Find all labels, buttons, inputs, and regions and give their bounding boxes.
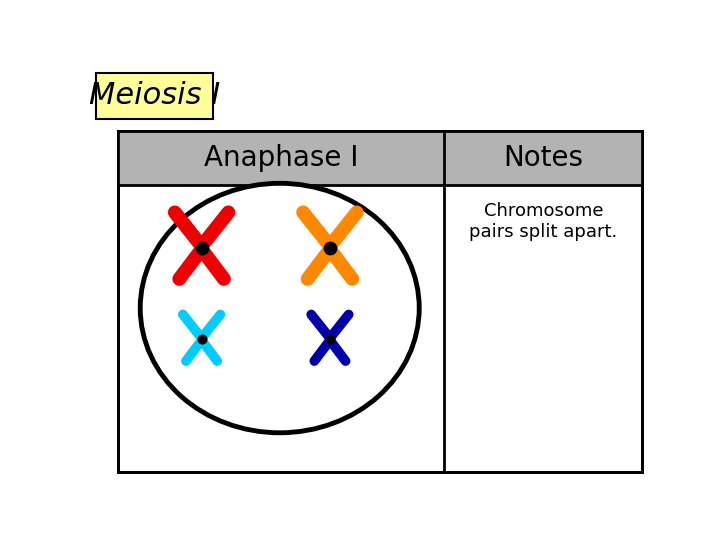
Point [324, 244, 336, 252]
Bar [118, 131, 642, 185]
Point [324, 335, 336, 343]
Bar [118, 131, 642, 472]
Point [196, 244, 207, 252]
Text: Anaphase I: Anaphase I [204, 144, 359, 172]
Text: Notes: Notes [503, 144, 583, 172]
Text: Meiosis I: Meiosis I [89, 82, 220, 111]
Point [196, 335, 207, 343]
Text: Chromosome
pairs split apart.: Chromosome pairs split apart. [469, 202, 618, 241]
Bar [96, 73, 213, 119]
Ellipse shape [140, 183, 419, 433]
